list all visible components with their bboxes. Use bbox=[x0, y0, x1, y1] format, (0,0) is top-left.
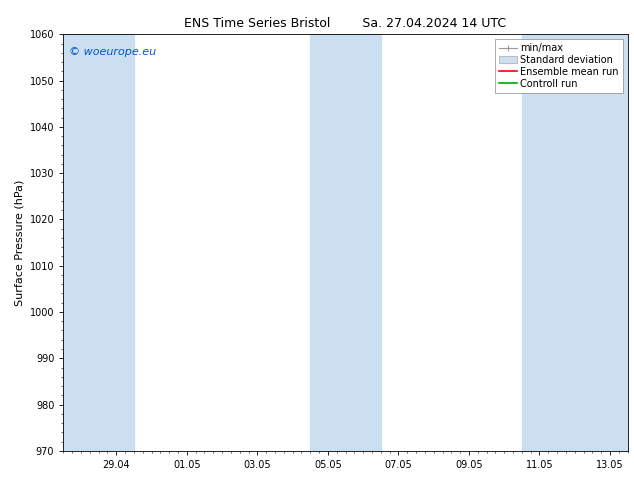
Bar bbox=[310, 34, 381, 451]
Bar bbox=[522, 34, 628, 451]
Bar bbox=[63, 34, 134, 451]
Y-axis label: Surface Pressure (hPa): Surface Pressure (hPa) bbox=[14, 179, 24, 306]
Title: ENS Time Series Bristol        Sa. 27.04.2024 14 UTC: ENS Time Series Bristol Sa. 27.04.2024 1… bbox=[184, 17, 507, 30]
Legend: min/max, Standard deviation, Ensemble mean run, Controll run: min/max, Standard deviation, Ensemble me… bbox=[495, 39, 623, 93]
Text: © woeurope.eu: © woeurope.eu bbox=[69, 47, 156, 57]
